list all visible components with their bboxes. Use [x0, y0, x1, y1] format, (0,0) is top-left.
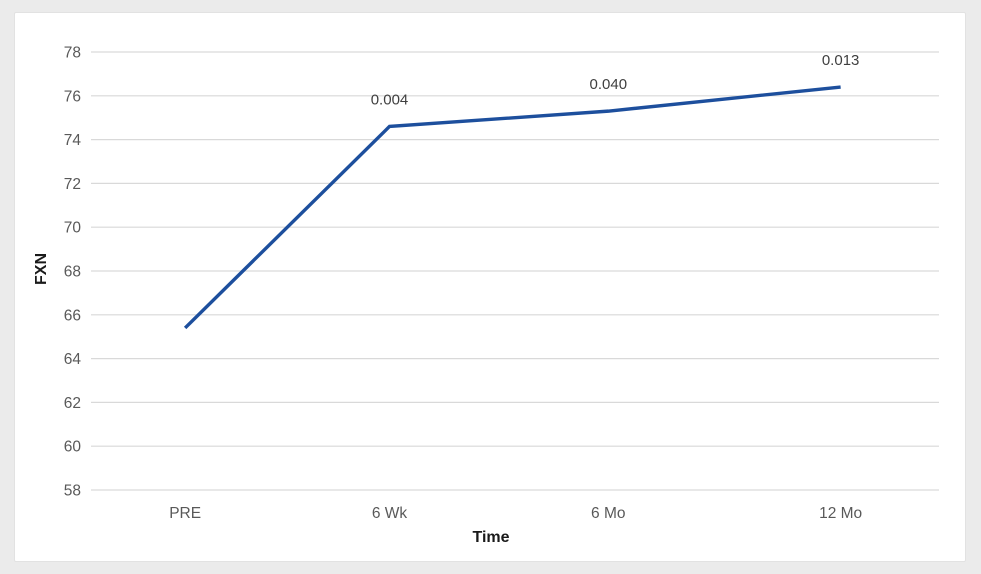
y-tick-label: 66 [64, 307, 81, 324]
x-tick-label: 12 Mo [819, 505, 862, 522]
x-tick-label: 6 Wk [372, 505, 408, 522]
y-axis-title: FXN [33, 253, 50, 285]
chart-card: 58 60 62 64 66 68 70 72 74 76 78 PRE 6 Wk 6 Mo 12 Mo 0.… [14, 12, 966, 562]
y-tick-label: 78 [64, 45, 81, 62]
x-tick-label: PRE [169, 505, 201, 522]
y-tick-label: 74 [64, 132, 82, 149]
y-tick-label: 68 [64, 264, 81, 281]
x-axis-title: Time [472, 529, 509, 546]
y-tick-label: 60 [64, 439, 82, 456]
y-tick-label: 64 [64, 351, 82, 368]
line-chart: 58 60 62 64 66 68 70 72 74 76 78 PRE 6 Wk 6 Mo 12 Mo 0.… [33, 45, 939, 546]
x-tick-label: 6 Mo [591, 505, 625, 522]
annotation-label: 0.013 [822, 52, 860, 69]
y-tick-label: 72 [64, 176, 81, 193]
y-tick-label: 58 [64, 483, 81, 500]
y-tick-label: 70 [64, 220, 82, 237]
data-line-fxn [183, 85, 841, 330]
annotation-label: 0.004 [371, 91, 409, 108]
y-tick-label: 76 [64, 88, 81, 105]
annotation-label: 0.040 [590, 76, 628, 93]
y-tick-label: 62 [64, 395, 81, 412]
